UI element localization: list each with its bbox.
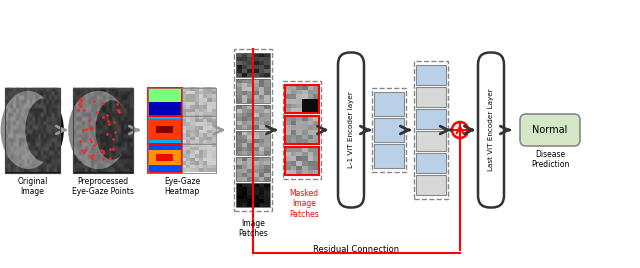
Bar [236, 105, 270, 129]
Bar [374, 144, 404, 168]
Bar [234, 49, 272, 211]
Bar [285, 116, 319, 144]
Bar [182, 87, 216, 116]
Text: Last ViT Encoder Layer: Last ViT Encoder Layer [488, 89, 494, 171]
Bar [374, 118, 404, 142]
Text: Masked
Image
Patches: Masked Image Patches [289, 189, 319, 219]
Text: Residual Connection: Residual Connection [314, 245, 399, 254]
Bar [236, 183, 270, 207]
Bar [285, 147, 319, 175]
Bar [416, 87, 446, 107]
Ellipse shape [95, 100, 129, 160]
Bar [416, 109, 446, 129]
Bar [148, 87, 182, 116]
Text: Eye-Gaze
Heatmap: Eye-Gaze Heatmap [164, 177, 200, 196]
Bar [416, 131, 446, 151]
Bar [414, 61, 448, 199]
FancyBboxPatch shape [338, 53, 364, 207]
Bar [374, 92, 404, 116]
Bar [416, 65, 446, 85]
Circle shape [452, 122, 468, 138]
Text: Original
Image: Original Image [17, 177, 48, 196]
Text: Normal: Normal [532, 125, 568, 135]
Bar [416, 153, 446, 173]
Bar [148, 116, 182, 144]
Bar [148, 144, 182, 173]
Ellipse shape [26, 98, 64, 162]
Bar [285, 85, 319, 113]
Text: Image
Patches: Image Patches [238, 219, 268, 239]
FancyBboxPatch shape [520, 114, 580, 146]
Bar [5, 87, 60, 173]
Bar [73, 87, 133, 173]
Bar [5, 87, 60, 173]
Ellipse shape [68, 91, 128, 169]
Bar [236, 157, 270, 181]
Bar [372, 88, 406, 172]
Bar [236, 131, 270, 155]
Bar [182, 144, 216, 173]
Bar [148, 87, 216, 173]
Bar [73, 87, 133, 173]
Ellipse shape [1, 91, 56, 169]
Bar [236, 79, 270, 103]
Bar [236, 53, 270, 77]
Text: Preprocessed
Eye-Gaze Points: Preprocessed Eye-Gaze Points [72, 177, 134, 196]
Bar [283, 81, 321, 179]
Text: Disease
Prediction: Disease Prediction [531, 150, 569, 169]
Bar [182, 116, 216, 144]
Bar [416, 175, 446, 195]
FancyBboxPatch shape [478, 53, 504, 207]
Text: L-1 ViT Encoder layer: L-1 ViT Encoder layer [348, 92, 354, 168]
